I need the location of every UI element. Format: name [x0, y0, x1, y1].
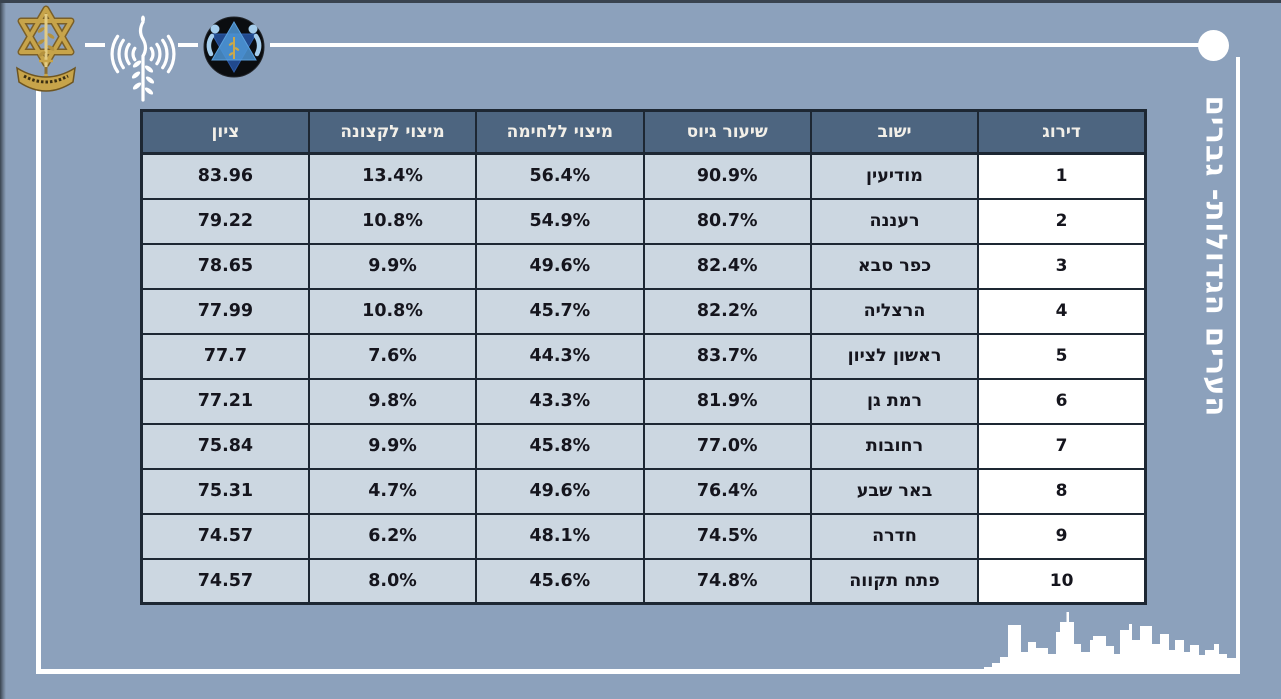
table-row: 3 כפר סבא 82.4% 49.6% 9.9% 78.65: [140, 242, 1147, 290]
table-row: 8 באר שבע 76.4% 49.6% 4.7% 75.31: [140, 467, 1147, 515]
cell-officer-utilization: 10.8%: [307, 197, 478, 245]
cell-combat-utilization: 45.6%: [475, 557, 645, 605]
frame-left-line: [36, 88, 41, 674]
cell-score: 75.31: [140, 467, 310, 515]
frame-dash: [178, 43, 198, 47]
cell-officer-utilization: 9.9%: [307, 242, 478, 290]
table-row: 7 רחובות 77.0% 45.8% 9.9% 75.84: [140, 422, 1147, 470]
cell-enlistment-rate: 74.5%: [642, 512, 812, 560]
cell-enlistment-rate: 82.4%: [642, 242, 812, 290]
cell-enlistment-rate: 77.0%: [642, 422, 812, 470]
cell-score: 79.22: [140, 197, 310, 245]
idf-insignia-icon: [12, 4, 80, 104]
table-row: 10 פתח תקווה 74.8% 45.6% 8.0% 74.57: [140, 557, 1147, 605]
cell-officer-utilization: 7.6%: [307, 332, 478, 380]
column-header-officer-utilization: מיצוי לקצונה: [307, 109, 478, 155]
cell-combat-utilization: 44.3%: [475, 332, 645, 380]
cell-rank: 6: [977, 377, 1147, 425]
cell-rank: 10: [977, 557, 1147, 605]
frame-dash: [85, 43, 105, 47]
cell-enlistment-rate: 80.7%: [642, 197, 812, 245]
cell-rank: 1: [977, 152, 1147, 200]
cell-rank: 3: [977, 242, 1147, 290]
cell-city: רחובות: [809, 422, 980, 470]
cell-combat-utilization: 48.1%: [475, 512, 645, 560]
cell-enlistment-rate: 83.7%: [642, 332, 812, 380]
column-header-score: ציון: [140, 109, 310, 155]
column-header-enlistment-rate: שיעור גיוס: [642, 109, 812, 155]
cell-rank: 2: [977, 197, 1147, 245]
cell-combat-utilization: 56.4%: [475, 152, 645, 200]
table-row: 1 מודיעין 90.9% 56.4% 13.4% 83.96: [140, 152, 1147, 200]
cell-score: 74.57: [140, 512, 310, 560]
cell-score: 77.99: [140, 287, 310, 335]
page-title: הערים הגדולות- גברים: [1199, 95, 1234, 418]
city-skyline-silhouette: [984, 612, 1236, 674]
column-header-combat-utilization: מיצוי ללחימה: [475, 109, 645, 155]
army-radio-antenna-icon: [104, 8, 182, 112]
cell-city: כפר סבא: [809, 242, 980, 290]
cell-combat-utilization: 45.7%: [475, 287, 645, 335]
slide-left-edge: [0, 0, 6, 699]
cell-enlistment-rate: 74.8%: [642, 557, 812, 605]
frame-bottom-line: [36, 669, 1240, 674]
cell-city: ראשון לציון: [809, 332, 980, 380]
cell-score: 77.7: [140, 332, 310, 380]
column-header-city: ישוב: [809, 109, 980, 155]
cell-officer-utilization: 6.2%: [307, 512, 478, 560]
cell-officer-utilization: 9.8%: [307, 377, 478, 425]
cell-combat-utilization: 49.6%: [475, 242, 645, 290]
cell-enlistment-rate: 76.4%: [642, 467, 812, 515]
cell-rank: 9: [977, 512, 1147, 560]
slide-top-edge: [0, 0, 1281, 3]
cell-combat-utilization: 43.3%: [475, 377, 645, 425]
table-header: דירוג ישוב שיעור גיוס מיצוי ללחימה מיצוי…: [140, 109, 1147, 155]
cell-officer-utilization: 10.8%: [307, 287, 478, 335]
ranking-table: דירוג ישוב שיעור גיוס מיצוי ללחימה מיצוי…: [140, 109, 1147, 605]
cell-rank: 4: [977, 287, 1147, 335]
table-row: 4 הרצליה 82.2% 45.7% 10.8% 77.99: [140, 287, 1147, 335]
table-row: 9 חדרה 74.5% 48.1% 6.2% 74.57: [140, 512, 1147, 560]
cell-score: 77.21: [140, 377, 310, 425]
cell-city: חדרה: [809, 512, 980, 560]
cell-rank: 7: [977, 422, 1147, 470]
column-header-rank: דירוג: [977, 109, 1147, 155]
cell-combat-utilization: 54.9%: [475, 197, 645, 245]
frame-top-line: [270, 43, 1200, 47]
frame-right-line: [1236, 57, 1240, 674]
cell-city: רמת גן: [809, 377, 980, 425]
table-row: 2 רעננה 80.7% 54.9% 10.8% 79.22: [140, 197, 1147, 245]
frame-corner-circle: [1198, 30, 1229, 61]
cell-score: 83.96: [140, 152, 310, 200]
cell-officer-utilization: 4.7%: [307, 467, 478, 515]
cell-officer-utilization: 9.9%: [307, 422, 478, 470]
cell-officer-utilization: 13.4%: [307, 152, 478, 200]
cell-enlistment-rate: 90.9%: [642, 152, 812, 200]
cell-city: רעננה: [809, 197, 980, 245]
cell-score: 75.84: [140, 422, 310, 470]
cell-score: 74.57: [140, 557, 310, 605]
cell-city: פתח תקווה: [809, 557, 980, 605]
cell-combat-utilization: 45.8%: [475, 422, 645, 470]
table-row: 6 רמת גן 81.9% 43.3% 9.8% 77.21: [140, 377, 1147, 425]
cell-enlistment-rate: 82.2%: [642, 287, 812, 335]
cell-rank: 8: [977, 467, 1147, 515]
header-row: דירוג ישוב שיעור גיוס מיצוי ללחימה מיצוי…: [140, 109, 1147, 155]
cell-city: מודיעין: [809, 152, 980, 200]
cell-city: באר שבע: [809, 467, 980, 515]
cell-city: הרצליה: [809, 287, 980, 335]
cell-enlistment-rate: 81.9%: [642, 377, 812, 425]
cell-combat-utilization: 49.6%: [475, 467, 645, 515]
table-body: 1 מודיעין 90.9% 56.4% 13.4% 83.96 2 רעננה 80.7% 5…: [140, 152, 1147, 605]
cell-officer-utilization: 8.0%: [307, 557, 478, 605]
cell-rank: 5: [977, 332, 1147, 380]
table-row: 5 ראשון לציון 83.7% 44.3% 7.6% 77.7: [140, 332, 1147, 380]
cell-score: 78.65: [140, 242, 310, 290]
meitav-star-badge-icon: [202, 15, 266, 83]
